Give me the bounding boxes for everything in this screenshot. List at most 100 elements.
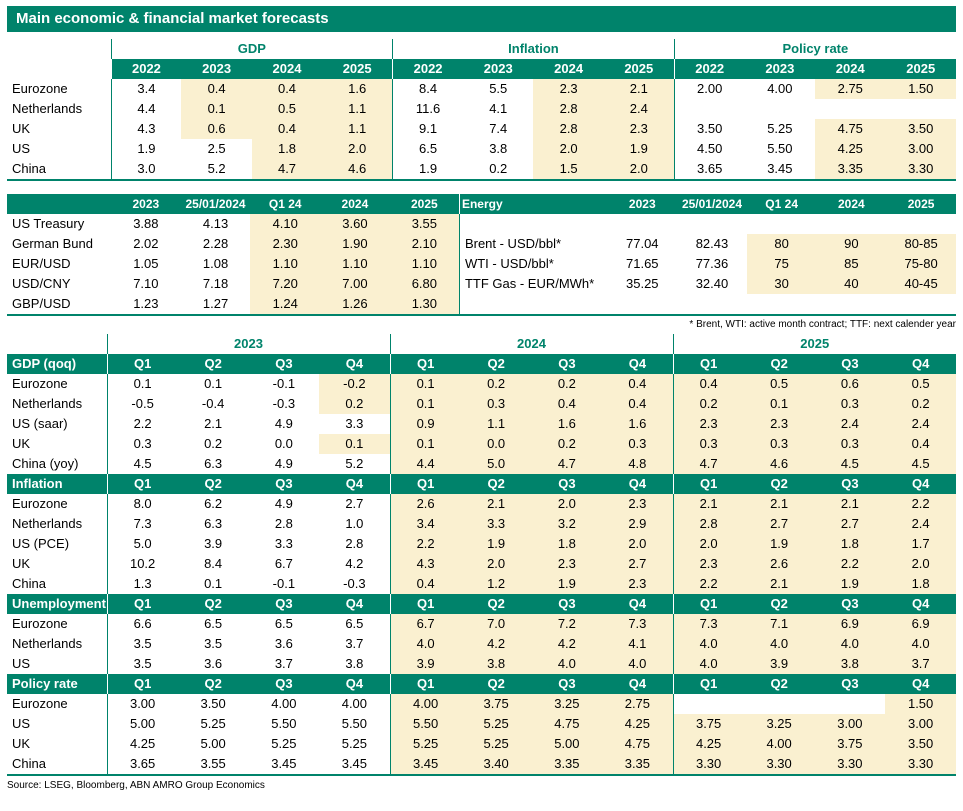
value-cell: 4.0 [389,634,461,654]
value-cell: 2.7 [345,496,364,511]
section-header-row: Inflation Q1 Q2 Q3 Q4 Q1 Q2 Q3 Q4 Q1 Q2 Q3 Q4 [7,474,956,494]
table-row: Netherlands 4.4 0.1 0.5 1.1 11.6 4.1 2.8 2.4 [7,99,956,119]
quarter-header: Q2 [177,594,249,614]
value-cell: 3.40 [460,754,532,775]
quarter-header: Q4 [602,354,673,374]
section-title: Policy rate [7,674,107,694]
quarter-header: Q2 [460,354,532,374]
value-cell: 0.1 [204,376,223,391]
value-cell: 85 [816,254,887,274]
value-cell: 32.40 [695,276,729,291]
quarter-header: Q3 [248,594,320,614]
value-cell: 3.6 [204,656,223,671]
quarter-header: Q2 [177,474,249,494]
value-cell: 4.4 [110,99,182,119]
quarter-header: Q1 [389,354,461,374]
value-cell: 0.1 [389,394,461,414]
yeargroup-header: 2024 [389,334,673,354]
value-cell: 0.3 [106,434,178,454]
section-title: Inflation [7,474,107,494]
year-header: 2024 [251,59,323,79]
quarter-header: Q1 [672,594,744,614]
value-cell: 4.75 [815,119,886,139]
value-cell: 5.25 [460,714,532,734]
value-cell: 2.0 [885,554,956,574]
value-cell: 1.8 [814,534,886,554]
value-cell: 0.5 [251,99,323,119]
value-cell: 2.9 [602,514,673,534]
value-cell: 3.25 [743,714,815,734]
row-label: UK [12,556,31,571]
row-label [458,214,608,234]
value-cell: 2.30 [250,234,321,254]
value-cell: 2.8 [274,516,293,531]
value-cell: 5.2 [207,161,226,176]
value-cell: 1.8 [531,534,603,554]
section-header-row: Policy rate Q1 Q2 Q3 Q4 Q1 Q2 Q3 Q4 Q1 Q2 Q3 Q4 [7,674,956,694]
table-row: US 1.9 2.5 1.8 2.0 6.5 3.8 2.0 1.9 4.50 5.50 4.25 3.… [7,139,956,159]
group-header-row: GDP Inflation Policy rate [7,39,956,59]
row-label: China [12,756,46,771]
value-cell: 0.3 [814,394,886,414]
value-cell: 2.7 [743,514,815,534]
value-cell: 1.8 [251,139,323,159]
row-label: US [12,716,31,731]
value-cell: 6.2 [204,496,223,511]
value-cell: 5.00 [200,736,226,751]
value-cell: 5.25 [200,716,226,731]
value-cell: 77.04 [626,236,659,251]
value-cell: 2.1 [743,574,815,594]
table-row: Eurozone 6.6 6.5 6.5 6.5 6.7 7.0 7.2 7.3 7.3 7.1 6.… [7,614,956,634]
value-cell: 3.75 [814,734,886,754]
value-cell: -0.1 [272,576,296,591]
value-cell: 3.45 [767,161,793,176]
row-label: TTF Gas - EUR/MWh* [458,274,608,294]
value-cell: 2.4 [885,414,956,434]
year-header: 2022 [110,59,182,79]
value-cell: 4.0 [672,654,744,674]
table-row: US 3.5 3.6 3.7 3.8 3.9 3.8 4.0 4.0 4.0 3.9 3.8 3.7 [7,654,956,674]
value-cell: 0.6 [181,119,252,139]
row-label: Netherlands [12,101,83,116]
table-row: German Bund 2.02 2.28 2.30 1.90 2.10 Brent - U… [7,234,956,254]
col-header: 2023 [111,194,181,214]
value-cell: 2.2 [106,414,178,434]
table-row: GBP/USD 1.23 1.27 1.24 1.26 1.30 [7,294,956,315]
value-cell: 7.2 [531,614,603,634]
col-header: Q1 24 [250,194,321,214]
value-cell: 4.7 [672,454,744,474]
value-cell: 7.3 [106,514,178,534]
value-cell: 2.3 [602,574,673,594]
value-cell: 2.00 [673,79,745,99]
value-cell: 3.6 [274,636,293,651]
value-cell: 1.10 [250,254,321,274]
value-cell: 3.50 [200,696,226,711]
value-cell: 4.0 [885,634,956,654]
value-cell: 3.3 [345,416,364,431]
year-header: 2023 [744,59,816,79]
value-cell: 5.50 [767,141,793,156]
section-header-row: Unemployment Q1 Q2 Q3 Q4 Q1 Q2 Q3 Q4 Q1 Q2 Q3 Q4 [7,594,956,614]
section-title: GDP (qoq) [7,354,107,374]
value-cell: -0.3 [343,576,366,591]
table-row: Netherlands 7.3 6.3 2.8 1.0 3.4 3.3 3.2 2.9 2.8 2.… [7,514,956,534]
value-cell: 3.5 [204,636,223,651]
value-cell: 77.36 [695,256,729,271]
value-cell: -0.2 [319,374,390,394]
value-cell: 8.4 [392,79,464,99]
quarterly-forecast-table: 2023 2024 2025 GDP (qoq) Q1 Q2 Q3 Q4 Q1 Q2 Q3 Q4 Q1… [7,334,956,776]
value-cell: 2.1 [743,494,815,514]
value-cell: 4.10 [250,214,321,234]
quarter-header: Q4 [319,594,390,614]
quarter-header: Q4 [602,474,673,494]
value-cell [744,694,815,714]
value-cell: 6.5 [345,616,364,631]
value-cell: 7.10 [133,276,159,291]
row-label: Eurozone [12,81,68,96]
value-cell: 2.2 [389,534,461,554]
table-row: Netherlands 3.5 3.5 3.6 3.7 4.0 4.2 4.2 4.1 4.0 4.… [7,634,956,654]
table-row: US (saar) 2.2 2.1 4.9 3.3 0.9 1.1 1.6 1.6 2.3 2.3 2… [7,414,956,434]
value-cell: 5.50 [271,716,297,731]
value-cell: 3.75 [672,714,744,734]
value-cell [817,294,887,315]
